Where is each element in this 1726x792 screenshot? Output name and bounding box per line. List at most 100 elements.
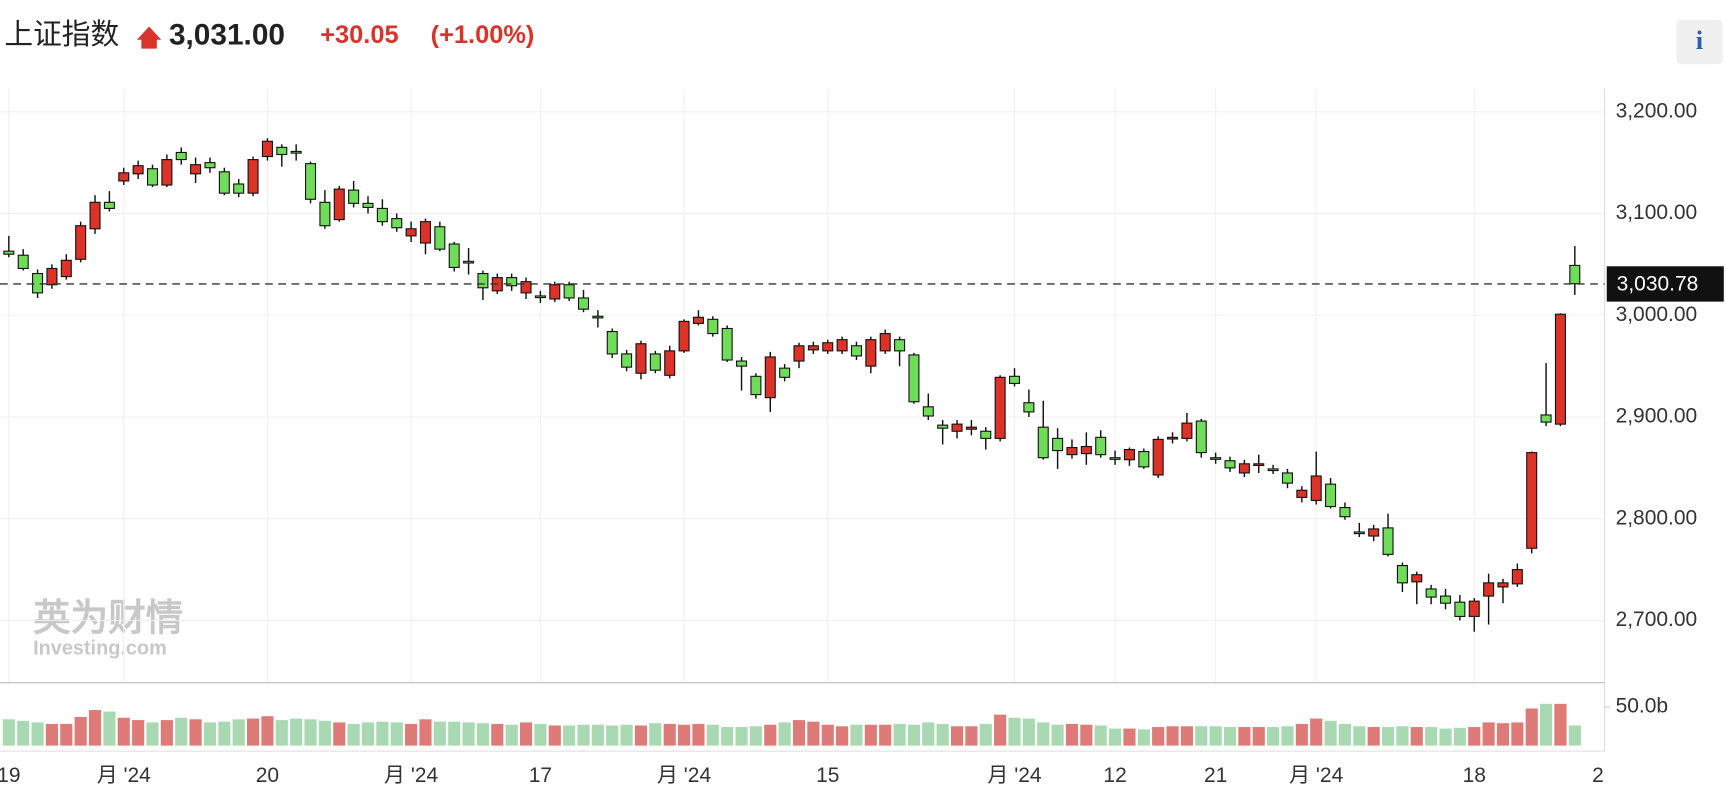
candle-body <box>60 259 72 278</box>
candle-body <box>1439 595 1452 604</box>
volume-bar <box>1453 727 1466 746</box>
volume-bar <box>1195 726 1208 746</box>
candle-body <box>764 356 776 399</box>
volume-bar <box>764 724 777 746</box>
candle-body <box>635 343 647 374</box>
candle-body <box>1267 468 1279 472</box>
volume-bar <box>333 722 346 746</box>
candle-body <box>894 339 906 352</box>
watermark-en: Investing.com <box>33 638 167 660</box>
volume-bar <box>1468 727 1481 746</box>
volume-bar <box>2 719 15 746</box>
candle-body <box>362 202 374 208</box>
candle-body <box>736 360 748 367</box>
volume-bar <box>634 725 648 746</box>
candle-body <box>649 353 661 371</box>
candle-body <box>1411 574 1423 583</box>
volume-bar <box>1252 727 1265 746</box>
volume-bar <box>261 716 274 746</box>
x-tick-label: 月 '24 <box>1289 764 1343 787</box>
candle-body <box>1425 588 1437 598</box>
volume-bar <box>1281 726 1294 746</box>
candle-body <box>994 376 1006 439</box>
up-arrow <box>136 26 162 49</box>
candle-body <box>850 345 862 357</box>
volume-bar <box>160 720 173 746</box>
volume-bar <box>103 711 116 746</box>
volume-bar <box>721 727 734 746</box>
info-button[interactable] <box>1676 19 1723 65</box>
volume-bar <box>1310 718 1323 746</box>
volume-bar <box>476 723 490 746</box>
volume-bar <box>1410 727 1423 746</box>
volume-bar <box>390 722 403 746</box>
volume-bar <box>893 723 906 746</box>
x-tick-label: 月 '24 <box>987 764 1041 787</box>
candle-body <box>376 207 388 223</box>
candle-body <box>692 316 704 324</box>
candle-body <box>161 159 173 186</box>
volume-bar <box>950 726 964 746</box>
volume-bar <box>117 717 130 746</box>
candle-body <box>1497 582 1509 588</box>
volume-bar <box>175 717 188 746</box>
candle-body <box>563 284 575 299</box>
volume-bar <box>491 723 504 746</box>
price: 3,031.00 <box>169 18 285 51</box>
candle-body <box>980 430 992 439</box>
candle-body <box>146 168 159 186</box>
info-icon[interactable]: i <box>1696 25 1703 55</box>
volume-bar <box>1267 727 1280 746</box>
candle-body <box>721 327 733 361</box>
volume-bar <box>232 719 245 746</box>
volume-bar <box>1223 727 1237 746</box>
candle-body <box>1511 569 1523 585</box>
candle-body <box>1167 436 1179 440</box>
candle-body <box>233 183 245 194</box>
candle-body <box>1052 437 1064 452</box>
volume-bar <box>994 714 1007 746</box>
candle-body <box>1224 460 1236 469</box>
volume-bar <box>275 720 288 746</box>
volume-bar <box>218 721 231 746</box>
candle-body <box>937 424 949 429</box>
candle-body <box>1066 446 1078 456</box>
y-tick-label: 3,000.00 <box>1616 303 1698 326</box>
volume-bar <box>663 723 676 746</box>
volume-bar <box>1324 720 1337 746</box>
volume-bar <box>1381 727 1395 746</box>
candle-body <box>606 330 618 355</box>
candle-body <box>1023 402 1035 413</box>
volume-bar <box>31 722 44 746</box>
volume-bar <box>979 723 992 746</box>
y-tick-label: 2,900.00 <box>1616 405 1698 428</box>
x-tick-label: 21 <box>1204 764 1227 787</box>
x-tick-label: 月 '24 <box>384 764 438 787</box>
candle-body <box>348 189 360 204</box>
volume-bar <box>1180 726 1193 746</box>
candle-body <box>836 339 848 352</box>
candle-body <box>793 345 805 362</box>
candle-body <box>908 354 920 403</box>
volume-bar <box>577 724 590 746</box>
candle-body <box>46 267 58 286</box>
volume-bar <box>448 721 461 746</box>
volume-bar <box>807 721 820 746</box>
volume-bar <box>1238 727 1251 746</box>
last-price-box <box>1606 266 1724 302</box>
candle-body <box>477 272 489 289</box>
candle-body <box>707 318 719 335</box>
volume-bar <box>534 723 547 746</box>
volume-bar <box>591 724 604 746</box>
volume-bar <box>1152 727 1165 746</box>
volume-bar <box>563 725 576 746</box>
volume-bar <box>462 722 475 746</box>
last-price-label: 3,030.78 <box>1617 273 1699 296</box>
volume-bar <box>361 722 375 746</box>
candle-body <box>32 272 44 294</box>
candle-body <box>290 150 302 154</box>
index-title: 上证指数 <box>4 19 119 51</box>
volume-bar <box>405 723 418 746</box>
candle-body <box>779 367 791 378</box>
